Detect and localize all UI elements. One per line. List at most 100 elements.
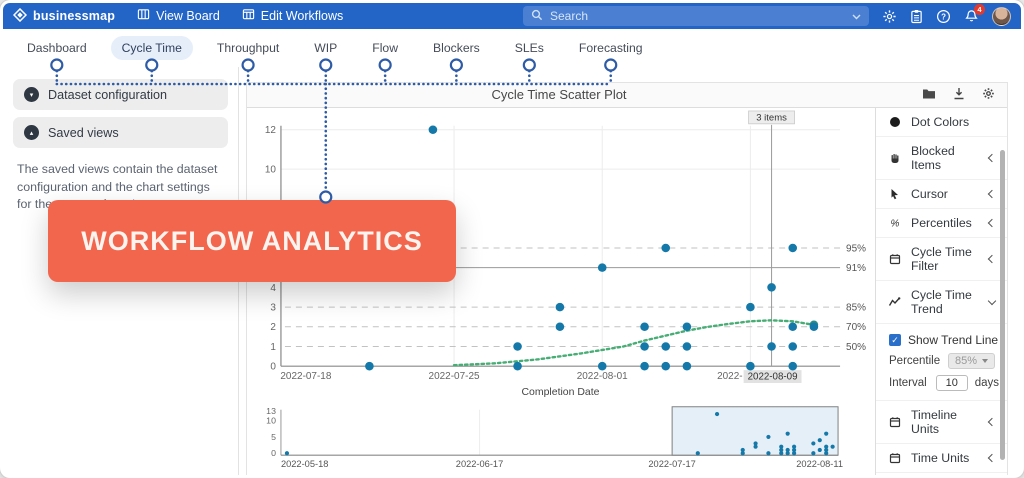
tab-throughput[interactable]: Throughput: [216, 41, 280, 55]
notifications-bell-icon[interactable]: 4: [964, 3, 985, 24]
banner-text: WORKFLOW ANALYTICS: [81, 225, 423, 256]
option-section-timeline-units[interactable]: Timeline Units: [876, 401, 1007, 444]
view-board-button[interactable]: View Board: [137, 8, 220, 24]
chevron-down-icon: [852, 9, 861, 23]
chart-options-panel: Dot Colors Blocked Items Cursor% Percentile…: [875, 108, 1007, 475]
tab-wip[interactable]: WIP: [314, 41, 338, 55]
calendar-icon: [888, 452, 901, 464]
percentile-value: 85%: [955, 355, 978, 367]
svg-text:0: 0: [270, 362, 276, 373]
percentile-select[interactable]: 85%: [948, 353, 996, 369]
brand-logo[interactable]: businessmap: [12, 7, 116, 25]
chart-widget-header: Cycle Time Scatter Plot: [247, 83, 1007, 108]
option-section-layout[interactable]: Layout: [876, 473, 1007, 475]
option-section-time-units[interactable]: Time Units: [876, 444, 1007, 473]
svg-text:2022-06-17: 2022-06-17: [456, 459, 503, 469]
option-section-blocked-items[interactable]: Blocked Items: [876, 137, 1007, 180]
top-navbar: businessmap View Board Edit Workflows: [3, 3, 1021, 29]
cursor-date-highlight: [743, 370, 802, 384]
help-icon[interactable]: ?: [936, 9, 951, 24]
option-section-dot-colors[interactable]: Dot Colors: [876, 108, 1007, 137]
svg-text:2022-08-09: 2022-08-09: [748, 372, 798, 383]
dot-icon: [888, 116, 901, 128]
analytics-tabbar: Dashboard Cycle Time Throughput WIP Flow Bloc…: [3, 29, 1021, 68]
sidebar-section-saved-views[interactable]: ▴ Saved views: [13, 117, 228, 148]
svg-text:95%: 95%: [846, 243, 866, 254]
svg-text:12: 12: [265, 125, 277, 136]
tab-flow[interactable]: Flow: [372, 41, 399, 55]
main-content: Cycle Time Scatter Plot 95% 91% 85% 70% 50% 0…: [239, 67, 1021, 475]
options-scrollbar-thumb[interactable]: [1000, 150, 1005, 460]
option-section-cursor[interactable]: Cursor: [876, 180, 1007, 209]
edit-workflows-button[interactable]: Edit Workflows: [242, 8, 343, 24]
cursor-icon: [888, 188, 901, 200]
option-section-cycle-time-trend[interactable]: Cycle Time Trend: [876, 281, 1007, 324]
tab-dashboard[interactable]: Dashboard: [27, 41, 87, 55]
svg-text:Completion Date: Completion Date: [522, 387, 600, 398]
tab-sles[interactable]: SLEs: [514, 41, 544, 55]
interval-input[interactable]: [935, 375, 968, 391]
calendar-icon: [888, 253, 901, 265]
sidebar-section-label: Dataset configuration: [48, 87, 168, 102]
svg-text:2022-07-25: 2022-07-25: [429, 371, 480, 382]
svg-text:2022-08-11: 2022-08-11: [796, 459, 843, 469]
calendar-icon: [888, 416, 901, 428]
percentile-label: Percentile: [889, 355, 941, 367]
tab-blockers[interactable]: Blockers: [433, 41, 480, 55]
search-icon: [531, 9, 543, 24]
search-placeholder: Search: [550, 9, 589, 23]
edit-workflows-label: Edit Workflows: [260, 9, 344, 23]
svg-text:50%: 50%: [846, 342, 866, 353]
svg-text:1: 1: [270, 342, 276, 353]
option-section-cycle-time-filter[interactable]: Cycle Time Filter: [876, 238, 1007, 281]
businessmap-logo-icon: [12, 7, 28, 25]
option-section-percentiles[interactable]: % Percentiles: [876, 209, 1007, 238]
interval-label: Interval: [889, 377, 927, 389]
notification-badge: 4: [974, 3, 985, 15]
brand-name: businessmap: [33, 9, 116, 23]
svg-text:2022-07-18: 2022-07-18: [280, 371, 331, 382]
settings-gear-icon[interactable]: [882, 9, 897, 24]
folder-icon[interactable]: [922, 88, 936, 100]
cursor-tooltip: [748, 110, 795, 125]
sidebar-section-label: Saved views: [48, 125, 119, 140]
changelog-clipboard-icon[interactable]: [910, 9, 923, 24]
interval-unit-label: days: [974, 377, 999, 389]
chevron-left-icon: [987, 453, 997, 463]
workflow-grid-icon: [242, 8, 255, 24]
option-section-label: Time Units: [911, 451, 970, 465]
tab-cycle-time[interactable]: Cycle Time: [110, 36, 193, 60]
svg-text:5: 5: [271, 432, 276, 442]
option-section-label: Cycle Time Filter: [911, 245, 972, 273]
download-icon[interactable]: [953, 87, 965, 100]
svg-text:3: 3: [270, 303, 276, 314]
option-section-label: Cursor: [911, 187, 948, 201]
sidebar-section-dataset-configuration[interactable]: ▾ Dataset configuration: [13, 79, 228, 110]
show-trend-line-label: Show Trend Line: [908, 333, 999, 347]
avatar[interactable]: [992, 6, 1011, 26]
chevron-left-icon: [987, 417, 997, 427]
svg-text:3 items: 3 items: [756, 112, 787, 123]
svg-text:2022-08-01: 2022-08-01: [577, 371, 628, 382]
chevron-left-icon: [987, 189, 997, 199]
tab-forecasting[interactable]: Forecasting: [578, 41, 643, 55]
svg-text:10: 10: [265, 165, 277, 176]
option-section-label: Dot Colors: [911, 115, 970, 129]
chart-title: Cycle Time Scatter Plot: [491, 87, 627, 102]
chevron-up-circle-icon: ▴: [24, 125, 39, 140]
cursor-line: 2022- 2022-08-09 3 items: [717, 110, 802, 384]
view-board-label: View Board: [156, 9, 220, 23]
show-trend-line-checkbox[interactable]: ✓: [889, 334, 901, 346]
workflow-analytics-banner: WORKFLOW ANALYTICS: [48, 200, 456, 282]
chevron-down-icon: [987, 296, 997, 305]
chevron-down-circle-icon: ▾: [24, 87, 39, 102]
chevron-left-icon: [987, 218, 997, 228]
svg-text:4: 4: [270, 283, 276, 294]
search-input[interactable]: Search: [523, 6, 869, 26]
chevron-left-icon: [987, 153, 997, 163]
svg-text:2022-07-17: 2022-07-17: [648, 459, 695, 469]
percent-icon: %: [888, 217, 901, 230]
chart-settings-gear-icon[interactable]: [982, 87, 995, 100]
